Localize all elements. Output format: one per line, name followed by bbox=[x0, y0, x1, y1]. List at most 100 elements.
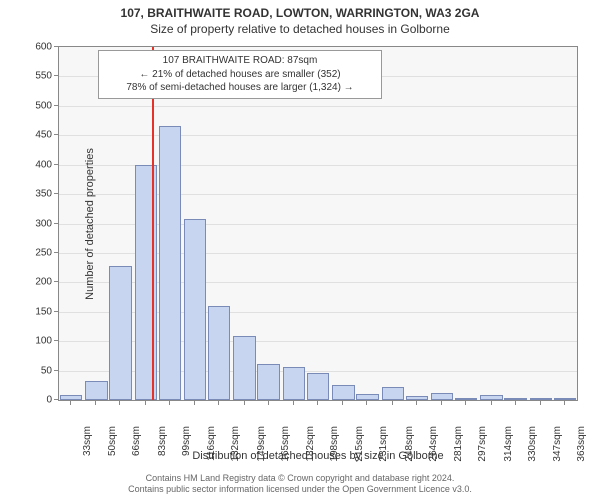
x-tick-mark bbox=[465, 401, 466, 405]
x-tick-mark bbox=[169, 401, 170, 405]
y-tick-mark bbox=[54, 370, 58, 371]
x-tick-mark bbox=[244, 401, 245, 405]
x-tick-label: 330sqm bbox=[527, 426, 538, 466]
y-tick-label: 600 bbox=[22, 42, 52, 53]
x-tick-mark bbox=[491, 401, 492, 405]
y-tick-mark bbox=[54, 399, 58, 400]
gridline bbox=[59, 106, 577, 107]
annotation-line: 107 BRAITHWAITE ROAD: 87sqm bbox=[105, 54, 375, 68]
x-tick-mark bbox=[392, 401, 393, 405]
bar bbox=[283, 367, 305, 400]
x-tick-label: 83sqm bbox=[157, 426, 168, 466]
x-tick-label: 116sqm bbox=[206, 426, 217, 466]
x-tick-mark bbox=[194, 401, 195, 405]
y-tick-mark bbox=[54, 311, 58, 312]
x-tick-label: 281sqm bbox=[453, 426, 464, 466]
x-tick-label: 66sqm bbox=[131, 426, 142, 466]
x-tick-label: 363sqm bbox=[576, 426, 587, 466]
footer-line: Contains public sector information licen… bbox=[0, 484, 600, 496]
y-axis-label: Number of detached properties bbox=[84, 148, 96, 300]
bar bbox=[109, 266, 131, 400]
bar bbox=[431, 393, 453, 400]
footer-attribution: Contains HM Land Registry data © Crown c… bbox=[0, 473, 600, 496]
annotation-line: 78% of semi-detached houses are larger (… bbox=[105, 81, 375, 95]
x-tick-mark bbox=[564, 401, 565, 405]
x-tick-label: 165sqm bbox=[280, 426, 291, 466]
x-tick-label: 297sqm bbox=[477, 426, 488, 466]
y-tick-mark bbox=[54, 252, 58, 253]
x-tick-mark bbox=[95, 401, 96, 405]
y-tick-mark bbox=[54, 105, 58, 106]
bar bbox=[85, 381, 107, 400]
bar bbox=[332, 385, 354, 400]
bar bbox=[406, 396, 428, 400]
reference-line bbox=[152, 47, 154, 400]
x-tick-mark bbox=[441, 401, 442, 405]
y-tick-mark bbox=[54, 193, 58, 194]
y-tick-label: 150 bbox=[22, 306, 52, 317]
x-tick-label: 248sqm bbox=[404, 426, 415, 466]
y-tick-label: 350 bbox=[22, 189, 52, 200]
y-tick-label: 300 bbox=[22, 218, 52, 229]
bar bbox=[554, 398, 576, 400]
chart-title-main: 107, BRAITHWAITE ROAD, LOWTON, WARRINGTO… bbox=[0, 0, 600, 20]
x-tick-mark bbox=[268, 401, 269, 405]
bar bbox=[530, 398, 552, 400]
annotation-line: ← 21% of detached houses are smaller (35… bbox=[105, 68, 375, 82]
bar bbox=[455, 398, 477, 400]
y-tick-mark bbox=[54, 164, 58, 165]
annotation-box: 107 BRAITHWAITE ROAD: 87sqm ← 21% of det… bbox=[98, 50, 382, 99]
bar bbox=[504, 398, 526, 400]
y-tick-mark bbox=[54, 75, 58, 76]
y-tick-label: 200 bbox=[22, 277, 52, 288]
bar bbox=[356, 394, 378, 400]
x-tick-label: 50sqm bbox=[107, 426, 118, 466]
x-tick-label: 198sqm bbox=[329, 426, 340, 466]
y-tick-label: 250 bbox=[22, 247, 52, 258]
plot-region bbox=[58, 46, 578, 401]
bar bbox=[159, 126, 181, 400]
x-tick-mark bbox=[293, 401, 294, 405]
x-tick-label: 231sqm bbox=[378, 426, 389, 466]
bar bbox=[257, 364, 279, 400]
y-tick-label: 450 bbox=[22, 130, 52, 141]
x-tick-label: 33sqm bbox=[82, 426, 93, 466]
bar bbox=[184, 219, 206, 400]
chart-container: 107, BRAITHWAITE ROAD, LOWTON, WARRINGTO… bbox=[0, 0, 600, 500]
x-tick-mark bbox=[317, 401, 318, 405]
x-tick-mark bbox=[70, 401, 71, 405]
y-tick-label: 400 bbox=[22, 159, 52, 170]
y-tick-label: 500 bbox=[22, 100, 52, 111]
bar bbox=[60, 395, 82, 400]
x-tick-mark bbox=[145, 401, 146, 405]
x-tick-label: 314sqm bbox=[503, 426, 514, 466]
chart-title-sub: Size of property relative to detached ho… bbox=[0, 20, 600, 36]
bar bbox=[307, 373, 329, 400]
x-tick-mark bbox=[416, 401, 417, 405]
x-tick-mark bbox=[366, 401, 367, 405]
x-tick-label: 347sqm bbox=[552, 426, 563, 466]
x-tick-mark bbox=[119, 401, 120, 405]
y-tick-mark bbox=[54, 46, 58, 47]
gridline bbox=[59, 135, 577, 136]
x-tick-mark bbox=[342, 401, 343, 405]
bar bbox=[480, 395, 502, 400]
y-tick-mark bbox=[54, 223, 58, 224]
y-tick-label: 50 bbox=[22, 365, 52, 376]
y-tick-mark bbox=[54, 281, 58, 282]
x-tick-label: 132sqm bbox=[230, 426, 241, 466]
bar bbox=[233, 336, 255, 400]
chart-area: Number of detached properties Distributi… bbox=[58, 46, 578, 401]
bar bbox=[382, 387, 404, 400]
x-tick-mark bbox=[218, 401, 219, 405]
x-tick-label: 149sqm bbox=[256, 426, 267, 466]
x-tick-label: 99sqm bbox=[181, 426, 192, 466]
y-tick-mark bbox=[54, 340, 58, 341]
y-tick-mark bbox=[54, 134, 58, 135]
bar bbox=[208, 306, 230, 400]
x-tick-mark bbox=[515, 401, 516, 405]
y-tick-label: 550 bbox=[22, 71, 52, 82]
footer-line: Contains HM Land Registry data © Crown c… bbox=[0, 473, 600, 485]
x-tick-label: 182sqm bbox=[305, 426, 316, 466]
y-tick-label: 100 bbox=[22, 336, 52, 347]
